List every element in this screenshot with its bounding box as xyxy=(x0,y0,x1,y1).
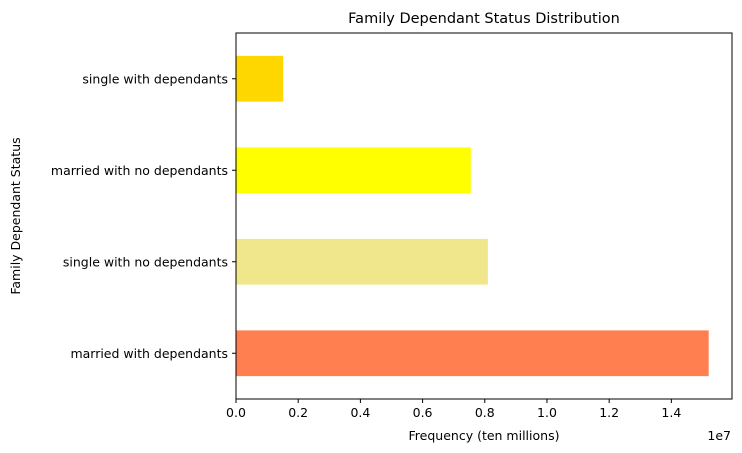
x-tick-label: 1.0 xyxy=(537,405,557,420)
x-axis-label: Frequency (ten millions) xyxy=(409,428,560,443)
x-tick-label: 1.4 xyxy=(661,405,681,420)
y-tick-label: married with no dependants xyxy=(51,163,228,178)
x-tick-label: 0.4 xyxy=(350,405,370,420)
bar-married-with-dependants xyxy=(236,330,709,377)
bar-single-with-no-dependants xyxy=(236,238,488,285)
y-axis-label: Family Dependant Status xyxy=(8,137,23,294)
chart-title: Family Dependant Status Distribution xyxy=(348,11,620,27)
y-tick-label: married with dependants xyxy=(70,346,228,361)
x-tick-label: 0.2 xyxy=(288,405,308,420)
x-tick-label: 1.2 xyxy=(599,405,619,420)
x-tick-label: 0.8 xyxy=(475,405,495,420)
x-tick-label: 0.6 xyxy=(413,405,433,420)
x-axis: 0.0 0.2 0.4 0.6 0.8 1.0 1.2 1.4 xyxy=(226,399,681,420)
x-tick-label: 0.0 xyxy=(226,405,246,420)
bar-married-with-no-dependants xyxy=(236,147,471,194)
y-axis: married with dependants single with no de… xyxy=(51,71,236,361)
bar-single-with-dependants xyxy=(236,55,284,102)
y-tick-label: single with dependants xyxy=(82,71,228,86)
plot-frame xyxy=(235,32,733,400)
plot-area xyxy=(236,55,709,377)
y-tick-label: single with no dependants xyxy=(63,254,228,269)
x-axis-offset-label: 1e7 xyxy=(707,428,731,443)
